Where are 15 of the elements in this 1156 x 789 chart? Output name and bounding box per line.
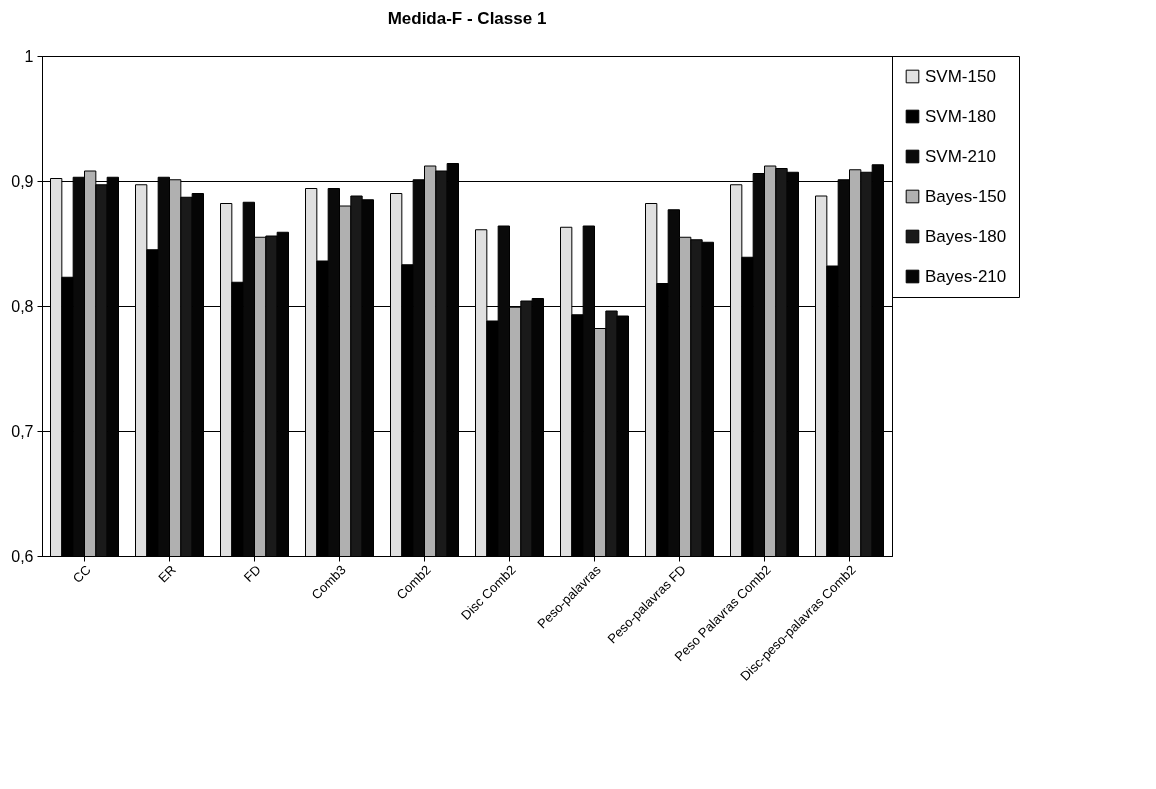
legend-label: Bayes-210 [925, 266, 1007, 286]
x-tick-label: FD [240, 562, 264, 585]
legend-label: Bayes-150 [925, 186, 1007, 206]
legend-label: SVM-180 [925, 106, 996, 126]
y-tick-label: 0,7 [11, 422, 34, 440]
legend-label: SVM-210 [925, 146, 996, 166]
y-tick-label: 0,8 [11, 297, 34, 315]
y-tick-label: 0,9 [11, 172, 34, 190]
legend-label: SVM-150 [925, 66, 996, 86]
chart-title: Medida-F - Classe 1 [387, 9, 547, 28]
y-tick-label: 0,6 [11, 547, 34, 565]
legend-label: Bayes-180 [925, 226, 1007, 246]
y-tick-label: 1 [24, 47, 34, 65]
x-tick-label: ER [155, 562, 179, 586]
x-tick-label: CC [69, 562, 94, 586]
